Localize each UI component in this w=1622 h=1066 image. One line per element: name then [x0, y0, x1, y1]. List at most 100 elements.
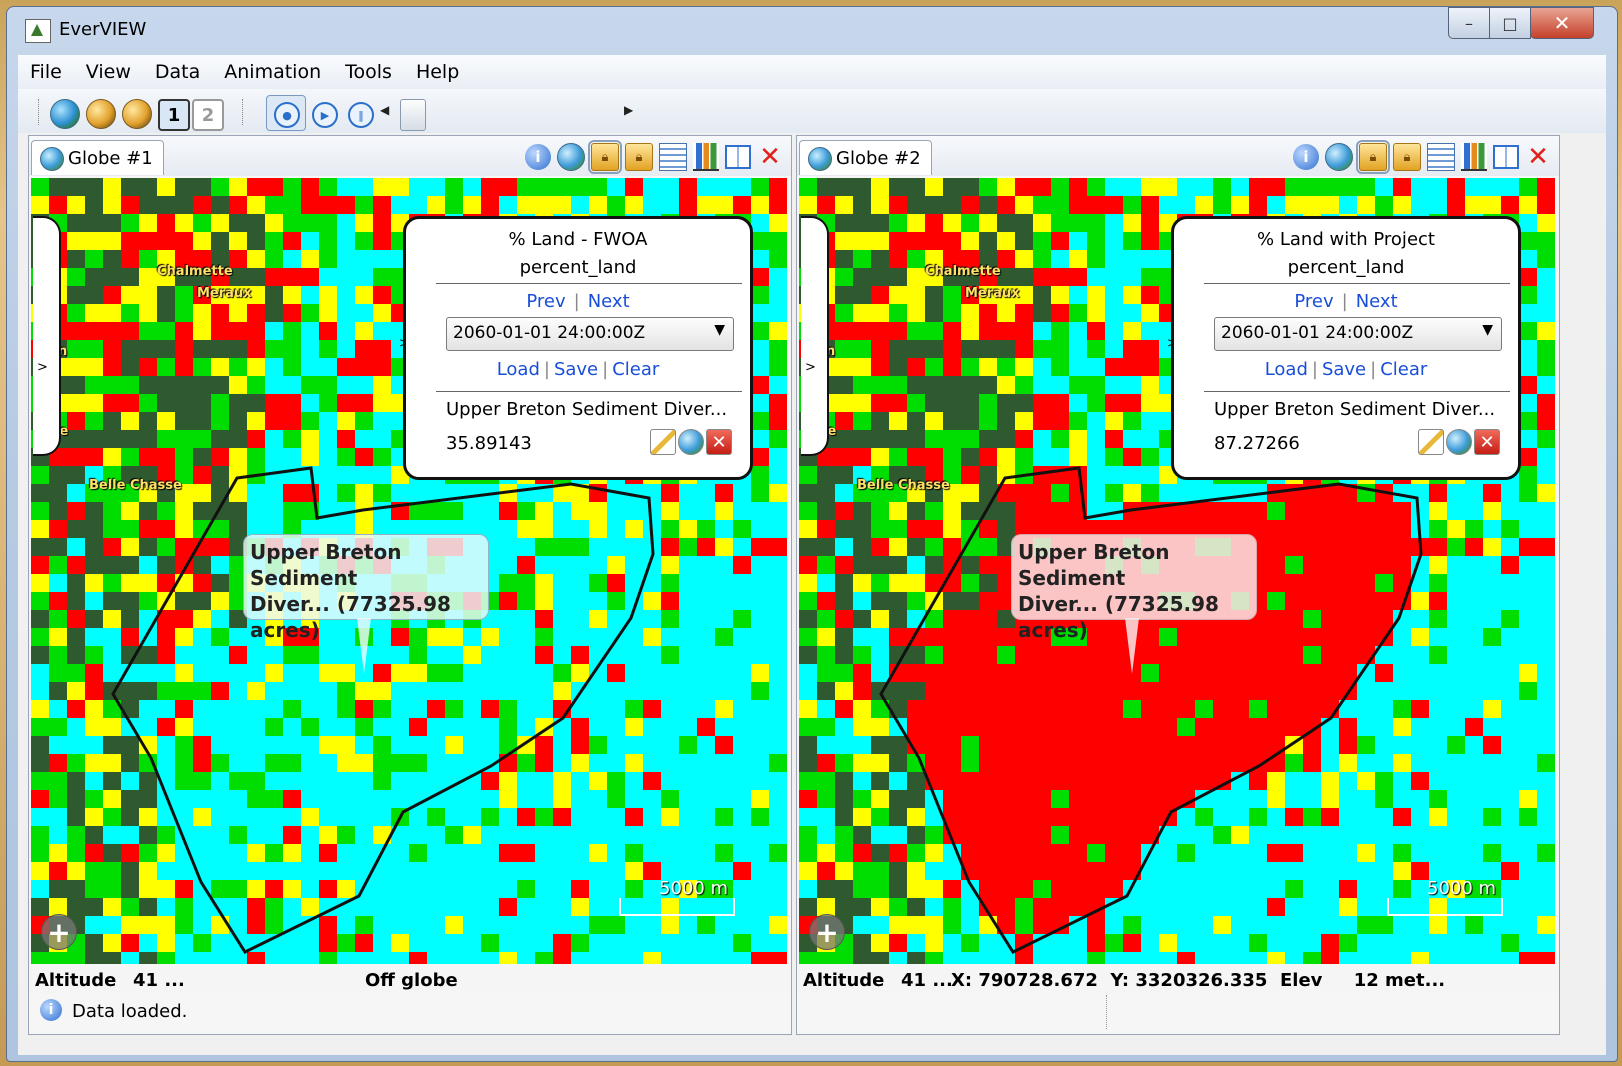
side-panel-handle[interactable]: >: [801, 216, 829, 456]
globe-icon[interactable]: [1446, 429, 1472, 455]
close-window-button[interactable]: ✕: [1530, 7, 1594, 39]
feature-actions: ✕: [650, 429, 732, 455]
play-icon[interactable]: ▶: [312, 102, 338, 128]
load-link[interactable]: Load: [1264, 359, 1308, 380]
time-value: 2060-01-01 24:00:00Z: [1221, 323, 1414, 343]
next-link[interactable]: Next: [587, 291, 630, 312]
slider-left-arrow[interactable]: ◀: [380, 103, 390, 117]
panel-status-bar: Altitude 41 ... X: 790728.672 Y: 3320326…: [797, 966, 1559, 994]
globe-icon[interactable]: [1325, 143, 1353, 171]
divider: [1204, 391, 1510, 392]
delete-icon[interactable]: ✕: [706, 429, 732, 455]
cursor-coordinates: X: 790728.672 Y: 3320326.335 Elev 12 met…: [951, 970, 1446, 991]
slider-right-arrow[interactable]: ▶: [624, 103, 634, 117]
chevron-down-icon: ▼: [714, 322, 725, 338]
callout-tail: [1125, 618, 1139, 674]
layer-title: % Land - FWOA: [508, 229, 648, 250]
chart-icon[interactable]: [693, 143, 719, 171]
info-icon: i: [40, 999, 62, 1021]
globe-layer-icon[interactable]: [86, 99, 116, 129]
globe-icon[interactable]: [557, 143, 585, 171]
pause-icon[interactable]: ‖: [348, 102, 374, 128]
time-dropdown[interactable]: 2060-01-01 24:00:00Z ▼: [446, 317, 734, 351]
prev-link[interactable]: Prev: [526, 291, 566, 312]
callout-line: Diver... (77325.98: [250, 592, 451, 616]
edit-icon[interactable]: [650, 429, 676, 455]
minimize-button[interactable]: –: [1448, 7, 1490, 39]
tab-globe-2[interactable]: Globe #2: [799, 140, 932, 175]
clear-link[interactable]: Clear: [1380, 359, 1428, 380]
table-icon[interactable]: [1427, 143, 1455, 171]
single-view-icon[interactable]: 1: [158, 99, 190, 131]
callout-line: Diver... (77325.98: [1018, 592, 1219, 616]
callout-tail: [357, 618, 371, 674]
globe-icon: [40, 147, 64, 171]
scale-label: 5000 m: [1427, 878, 1497, 899]
time-dropdown[interactable]: 2060-01-01 24:00:00Z ▼: [1214, 317, 1502, 351]
menu-view[interactable]: View: [85, 61, 131, 83]
lock-icon[interactable]: 🔒︎: [625, 143, 653, 171]
project-area-outline: [111, 466, 655, 954]
app-logo-icon: [25, 19, 51, 43]
save-link[interactable]: Save: [1321, 359, 1367, 380]
callout-line: Upper Breton Sediment: [1018, 540, 1170, 590]
menu-help[interactable]: Help: [415, 61, 460, 83]
lock-icon[interactable]: 🔒︎: [588, 140, 622, 174]
table-icon[interactable]: [659, 143, 687, 171]
toolbar-grip[interactable]: [242, 99, 245, 125]
chart-icon[interactable]: [1461, 143, 1487, 171]
feature-name: Upper Breton Sediment Diver...: [1214, 399, 1496, 420]
info-icon[interactable]: i: [525, 144, 551, 170]
edit-icon[interactable]: [1418, 429, 1444, 455]
chevron-down-icon: ▼: [1482, 322, 1493, 338]
lock-icon[interactable]: 🔒︎: [1393, 143, 1421, 171]
info-icon[interactable]: i: [1293, 144, 1319, 170]
altitude-label: Altitude: [35, 970, 117, 991]
delete-icon[interactable]: ✕: [1474, 429, 1500, 455]
divider: [1204, 283, 1510, 284]
dual-view-icon[interactable]: 2: [192, 99, 224, 131]
layer-title: % Land with Project: [1257, 229, 1435, 250]
split-view-icon[interactable]: [725, 145, 751, 169]
maximize-button[interactable]: □: [1489, 7, 1531, 39]
panel-tab-bar: Globe #1 i 🔒︎ 🔒︎ ✕: [29, 136, 791, 176]
callout-line: Upper Breton Sediment: [250, 540, 402, 590]
time-navigation: Prev | Next: [1294, 291, 1398, 312]
split-view-icon[interactable]: [1493, 145, 1519, 169]
load-link[interactable]: Load: [496, 359, 540, 380]
toolbar-grip[interactable]: [38, 99, 41, 125]
feature-actions: ✕: [1418, 429, 1500, 455]
close-icon[interactable]: ✕: [1527, 142, 1549, 172]
side-panel-handle[interactable]: >: [33, 216, 61, 456]
tab-globe-1[interactable]: Globe #1: [31, 140, 164, 175]
globe-map-view[interactable]: Chalmette Meraux own lane Belle Chasse >…: [799, 178, 1555, 964]
app-window: EverVIEW – □ ✕ File View Data Animation …: [6, 6, 1618, 1062]
scale-bar: [1387, 898, 1503, 916]
lock-icon[interactable]: 🔒︎: [1356, 140, 1390, 174]
zoom-in-icon[interactable]: +: [809, 914, 845, 950]
globe-icon[interactable]: [50, 99, 80, 129]
status-message: Data loaded.: [72, 1001, 188, 1022]
feature-value: 35.89143: [446, 433, 532, 454]
close-icon[interactable]: ✕: [759, 142, 781, 172]
clear-link[interactable]: Clear: [612, 359, 660, 380]
globe-icon[interactable]: [678, 429, 704, 455]
feature-name: Upper Breton Sediment Diver...: [446, 399, 728, 420]
panel-tab-bar: Globe #2 i 🔒︎ 🔒︎ ✕: [797, 136, 1559, 176]
zoom-in-icon[interactable]: +: [41, 914, 77, 950]
globe-map-view[interactable]: Chalmette Meraux own lane Belle Chasse >…: [31, 178, 787, 964]
status-divider: [1106, 995, 1107, 1029]
record-icon[interactable]: ●: [274, 102, 300, 128]
panel-status-bar: Altitude 41 ... Off globe: [29, 966, 791, 994]
time-slider-thumb[interactable]: [400, 99, 426, 131]
menu-file[interactable]: File: [30, 61, 62, 83]
menu-tools[interactable]: Tools: [345, 61, 392, 83]
callout-line: acres): [1018, 618, 1088, 642]
globe-layer-add-icon[interactable]: [122, 99, 152, 129]
menu-data[interactable]: Data: [154, 61, 201, 83]
next-link[interactable]: Next: [1355, 291, 1398, 312]
save-link[interactable]: Save: [553, 359, 599, 380]
menu-animation[interactable]: Animation: [224, 61, 322, 83]
place-label: Meraux: [965, 286, 1020, 301]
prev-link[interactable]: Prev: [1294, 291, 1334, 312]
